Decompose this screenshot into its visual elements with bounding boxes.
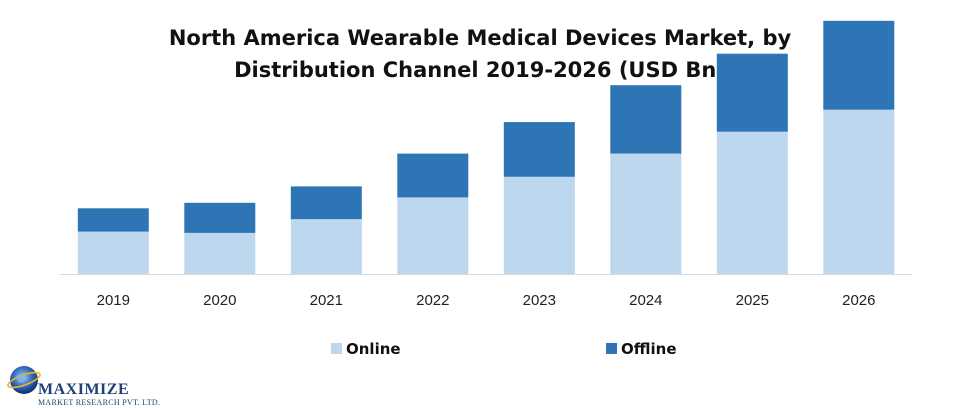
x-tick-label-2021: 2021 [310, 292, 343, 309]
x-tick-label-2022: 2022 [416, 292, 449, 309]
bar-online-2024 [610, 153, 682, 274]
logo-company-name: MAXIMIZE [38, 381, 130, 398]
x-tick-label-2019: 2019 [97, 292, 130, 309]
x-tick-label-2025: 2025 [736, 292, 769, 309]
legend-swatch-offline [606, 343, 617, 354]
chart-title-line-1: North America Wearable Medical Devices M… [168, 26, 792, 50]
bar-online-2019 [77, 231, 149, 274]
legend-label-online: Online [346, 340, 401, 358]
bar-offline-2023 [503, 122, 575, 177]
bar-online-2023 [503, 176, 575, 274]
bar-online-2026 [823, 109, 895, 274]
bar-offline-2026 [823, 20, 895, 110]
x-tick-label-2023: 2023 [523, 292, 556, 309]
bar-online-2022 [397, 197, 469, 274]
chart-title-line-2: Distribution Channel 2019-2026 (USD Bn) [234, 58, 726, 82]
bar-online-2025 [716, 131, 788, 274]
legend-swatch-online [331, 343, 342, 354]
bar-online-2021 [290, 219, 362, 274]
bar-online-2020 [184, 232, 256, 274]
bar-offline-2025 [716, 53, 788, 132]
legend-label-offline: Offline [621, 340, 677, 358]
chart-title: North America Wearable Medical Devices M… [0, 22, 960, 86]
bar-offline-2022 [397, 153, 469, 198]
x-tick-label-2026: 2026 [842, 292, 875, 309]
bar-offline-2020 [184, 202, 256, 233]
bar-offline-2021 [290, 186, 362, 220]
logo-company-subtitle: MARKET RESEARCH PVT. LTD. [38, 398, 161, 407]
x-tick-label-2020: 2020 [203, 292, 236, 309]
bar-offline-2024 [610, 85, 682, 154]
maximize-globe-logo-icon [7, 366, 41, 394]
x-tick-label-2024: 2024 [629, 292, 662, 309]
bar-offline-2019 [77, 208, 149, 232]
